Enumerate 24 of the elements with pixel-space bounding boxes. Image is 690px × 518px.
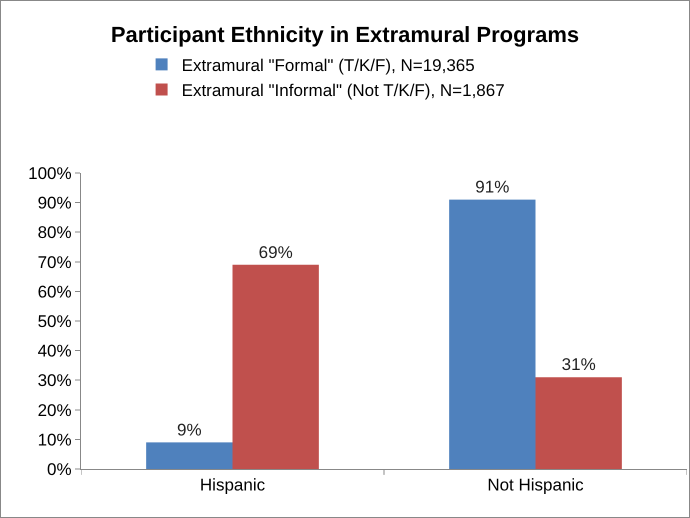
chart-title: Participant Ethnicity in Extramural Programs xyxy=(110,22,580,48)
bar xyxy=(146,442,232,469)
y-tick-label: 30% xyxy=(38,371,72,390)
y-tick-label: 10% xyxy=(38,430,72,450)
y-tick-label: 60% xyxy=(38,282,72,302)
y-tick-label: 40% xyxy=(38,342,72,361)
bar xyxy=(536,377,622,469)
x-tick-label: Hispanic xyxy=(200,475,266,494)
bar xyxy=(232,264,319,469)
y-tick-label: 70% xyxy=(38,252,72,272)
data-label: 91% xyxy=(475,178,510,197)
data-label: 69% xyxy=(258,242,293,262)
y-tick-label: 0% xyxy=(47,460,72,479)
bar xyxy=(449,200,536,469)
y-tick-label: 20% xyxy=(38,400,72,420)
x-tick-label: Not Hispanic xyxy=(487,475,584,494)
y-tick-label: 50% xyxy=(38,312,72,331)
y-tick-label: 80% xyxy=(38,223,72,242)
data-label: 31% xyxy=(562,355,596,374)
y-tick-label: 100% xyxy=(28,164,72,183)
legend-label: Extramural "Formal" (T/K/F), N=19,365 xyxy=(182,56,475,76)
data-label: 9% xyxy=(177,420,202,440)
legend-label: Extramural "Informal" (Not T/K/F), N=1,867 xyxy=(182,81,505,100)
y-tick-label: 90% xyxy=(38,194,72,213)
